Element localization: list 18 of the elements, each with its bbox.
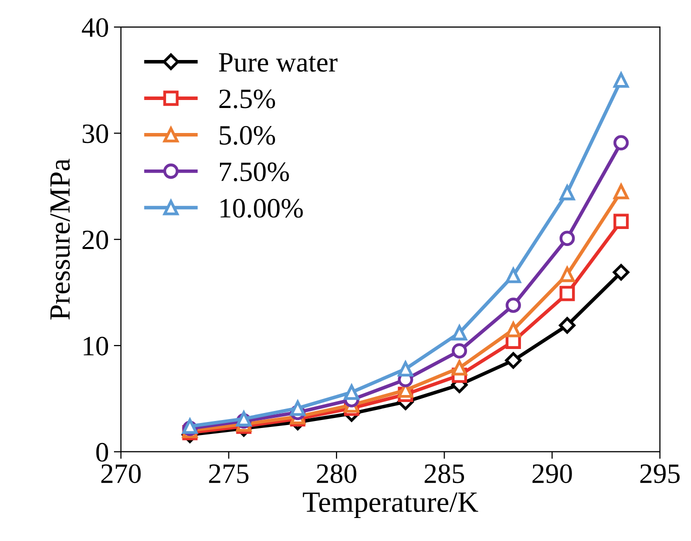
legend-label: 5.0% [220, 126, 276, 145]
x-axis-title: Temperature/K [302, 492, 478, 518]
y-tick-label: 10 [84, 336, 108, 356]
x-tick-label: 275 [209, 464, 248, 484]
legend-label: Pure water [218, 53, 338, 72]
y-tick-label: 40 [82, 18, 108, 37]
legend-label: 7.50% [220, 162, 289, 182]
x-tick-label: 285 [424, 464, 464, 484]
x-tick-label: 270 [101, 464, 141, 484]
legend-label: 2.5% [219, 89, 276, 108]
y-tick-label: 0 [96, 442, 108, 462]
y-axis-title: Pressure/MPa [50, 158, 70, 320]
legend-label: 10.00% [220, 198, 303, 218]
x-tick-label: 290 [532, 464, 572, 484]
y-tick-label: 20 [82, 230, 108, 250]
x-tick-label: 295 [640, 464, 680, 484]
y-tick-label: 30 [82, 124, 108, 144]
x-tick-label: 280 [316, 464, 356, 484]
